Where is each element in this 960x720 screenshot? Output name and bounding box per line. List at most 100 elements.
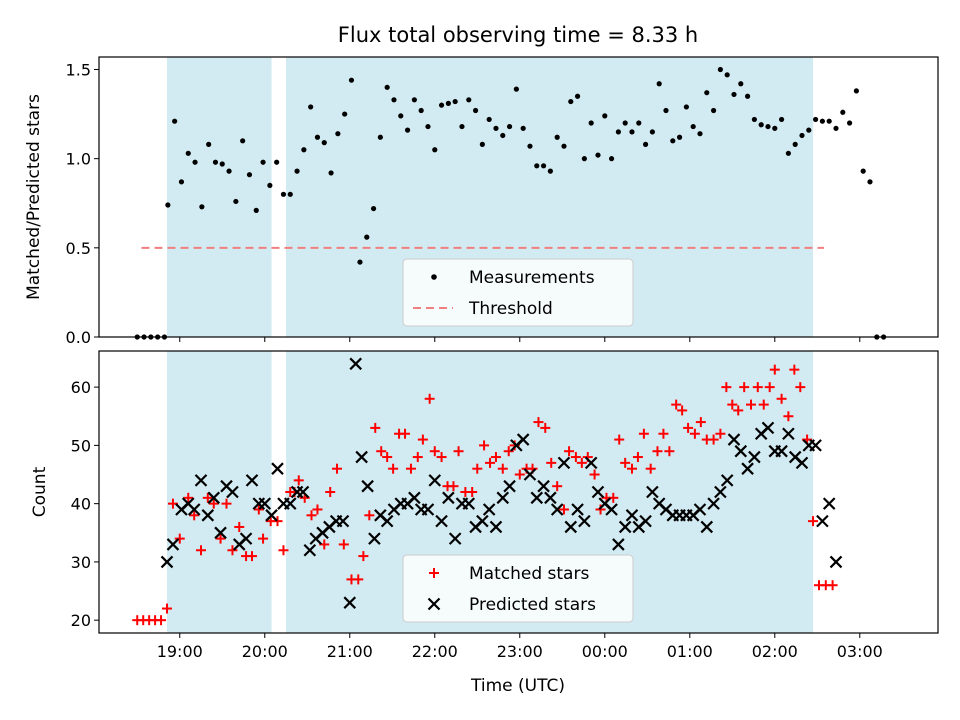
y-tick-label: 40 — [71, 495, 91, 514]
matched-star-point — [183, 492, 194, 503]
measurement-point — [192, 159, 198, 165]
legend-box — [402, 258, 634, 327]
predicted-star-point — [822, 497, 836, 510]
predicted-star-point — [516, 433, 530, 446]
measurement-point — [520, 125, 526, 131]
matched-star-point — [783, 411, 794, 422]
measurement-point — [348, 77, 355, 83]
predicted-star-point — [265, 509, 278, 522]
legend-dot-marker — [431, 274, 437, 280]
matched-star-point — [370, 422, 381, 433]
measurement-point — [398, 113, 404, 119]
measurement-point — [812, 116, 819, 123]
measurement-point — [357, 259, 363, 265]
legend-label: Measurements — [469, 268, 595, 288]
measurement-point — [778, 116, 785, 123]
measurement-point — [328, 170, 334, 176]
predicted-star-point — [448, 532, 462, 545]
matched-star-point — [400, 428, 411, 439]
matched-star-point — [382, 452, 393, 463]
matched-star-point — [429, 446, 440, 457]
matched-star-point — [490, 452, 501, 463]
measurement-point — [574, 93, 581, 99]
x-tick-label: 03:00 — [837, 642, 883, 661]
measurement-point — [219, 161, 225, 167]
measurement-point — [432, 147, 438, 153]
matched-star-point — [764, 382, 775, 393]
observing-window-1 — [167, 57, 272, 337]
x-tick-label: 20:00 — [242, 642, 288, 661]
measurement-point — [846, 120, 853, 126]
y-tick-label: 0.0 — [66, 328, 91, 347]
predicted-star-point — [408, 491, 421, 505]
measurement-point — [772, 125, 778, 131]
measurement-point — [744, 93, 751, 99]
matched-star-point — [715, 428, 726, 439]
matched-star-point — [453, 446, 464, 457]
measurement-point — [833, 125, 839, 131]
predicted-star-point — [435, 514, 448, 528]
matched-star-point — [546, 457, 557, 468]
measurement-point — [172, 118, 178, 124]
legend-box — [402, 554, 634, 623]
matched-star-point — [614, 434, 625, 445]
predicted-star-point — [775, 444, 788, 458]
matched-star-point — [589, 469, 600, 480]
matched-star-point — [174, 533, 185, 544]
matched-star-point — [789, 364, 800, 375]
measurement-point — [670, 138, 676, 144]
matched-star-point — [388, 463, 399, 474]
matched-star-point — [576, 457, 587, 468]
predicted-star-point — [160, 555, 174, 569]
matched-star-point — [827, 580, 838, 591]
matched-star-point — [689, 428, 700, 439]
matched-star-point — [638, 428, 649, 439]
matched-star-point — [658, 428, 669, 439]
predicted-star-point — [368, 532, 381, 545]
x-tick-label: 22:00 — [412, 642, 458, 661]
predicted-star-point — [245, 474, 259, 487]
count-panel: 20 30 40 50 60 19:00 20:00 21:00 22:00 23:00 00:0… — [30, 350, 939, 696]
matched-star-point — [202, 492, 213, 503]
x-tick-label: 23:00 — [497, 642, 543, 661]
measurement-point — [274, 159, 280, 165]
matched-star-point — [436, 452, 447, 463]
legend-plus-marker — [429, 568, 439, 578]
predicted-star-point — [428, 474, 442, 487]
measurement-point — [301, 147, 307, 153]
predicted-star-point — [201, 509, 215, 522]
predicted-star-point — [727, 433, 741, 446]
matched-star-point — [306, 510, 317, 521]
x-tick-label: 00:00 — [582, 642, 628, 661]
matched-star-point — [227, 545, 238, 556]
matched-star-point — [695, 417, 706, 428]
measurement-point — [472, 107, 479, 114]
matched-star-point — [745, 399, 756, 410]
predicted-star-point — [523, 468, 537, 481]
matched-star-point — [497, 463, 508, 474]
ratio-panel-frame — [98, 56, 939, 338]
measurement-point — [370, 205, 377, 212]
predicted-star-point — [166, 538, 180, 551]
matched-star-point — [215, 533, 226, 544]
predicted-star-point — [336, 514, 350, 528]
predicted-star-point — [612, 538, 625, 551]
matched-star-point — [479, 440, 490, 451]
measurement-point — [554, 134, 560, 140]
measurement-point — [799, 132, 805, 139]
measurement-point — [513, 86, 519, 92]
matched-star-point — [570, 452, 581, 463]
matched-star-point — [758, 399, 769, 410]
matched-star-point — [278, 545, 289, 556]
predicted-star-point — [258, 497, 272, 510]
predicted-star-point — [625, 509, 639, 522]
matched-star-point — [467, 487, 478, 497]
predicted-star-point — [782, 427, 795, 441]
matched-star-point — [769, 364, 780, 375]
matched-star-point — [221, 498, 232, 509]
measurement-point — [287, 191, 293, 197]
measurement-point — [391, 97, 397, 103]
measurement-point — [246, 172, 253, 178]
measurement-point — [364, 234, 370, 240]
measurement-point — [527, 143, 533, 149]
